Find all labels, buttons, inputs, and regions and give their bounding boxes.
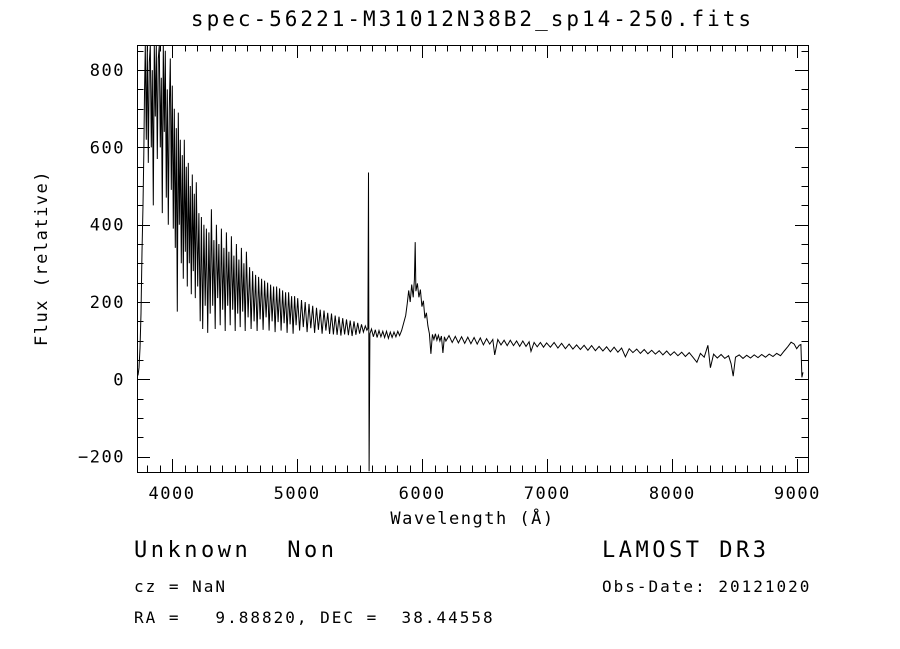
y-tick-label: 400 [90,216,125,236]
y-tick-label: 200 [90,293,125,313]
class-label: Unknown [134,538,252,563]
obs-date: Obs-Date: 20121020 [602,577,812,596]
plot-frame [137,45,809,473]
x-tick-label: 4000 [149,484,196,504]
x-tick-label: 8000 [649,484,696,504]
x-tick-label: 9000 [774,484,821,504]
x-tick-label: 7000 [524,484,571,504]
ra-dec-coordinates: RA = 9.88820, DEC = 38.44558 [134,608,495,627]
survey-label: LAMOST DR3 [602,538,770,563]
x-tick-label: 6000 [399,484,446,504]
classification-line: Unknown Non [134,538,337,563]
spectrum-line [137,45,804,472]
plot-title: spec-56221-M31012N38B2_sp14-250.fits [190,7,755,31]
y-tick-label: 600 [90,138,125,158]
y-tick-label: −200 [78,448,125,468]
tick-labels: 4000 5000 6000 7000 8000 9000 −200 0 200 400 600 80… [78,61,821,504]
subclass-label: Non [287,538,338,563]
x-tick-label: 5000 [274,484,321,504]
y-axis-label: Flux (relative) [32,169,52,347]
tick-marks [137,45,808,472]
y-tick-label: 800 [90,61,125,81]
cz-value: cz = NaN [134,577,228,596]
x-axis-label: Wavelength (Å) [390,509,555,529]
y-tick-label: 0 [113,370,125,390]
